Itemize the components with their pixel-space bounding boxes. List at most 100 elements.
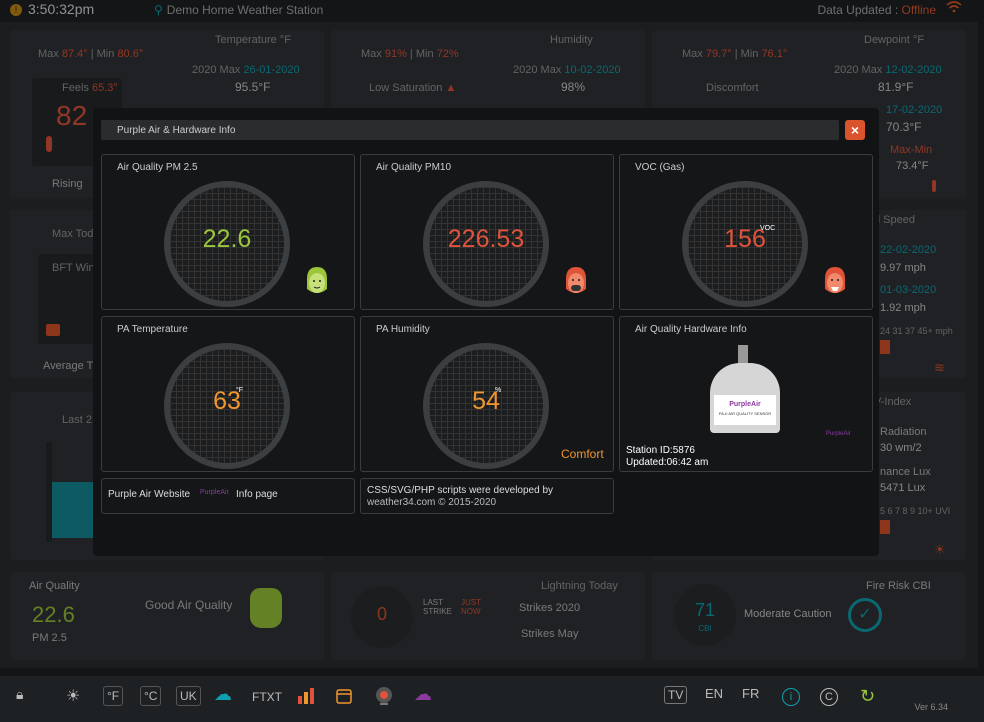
wind-scale: 24 31 37 45+ mph bbox=[880, 326, 953, 336]
uk-button[interactable]: UK bbox=[176, 686, 201, 706]
rain-scale bbox=[46, 442, 52, 542]
dewpoint-date2: 17-02-2020 bbox=[886, 104, 943, 116]
info-page-link[interactable]: Info page bbox=[236, 489, 278, 500]
modal-header: Purple Air & Hardware Info bbox=[101, 120, 839, 140]
refresh-icon[interactable]: ↻ bbox=[860, 686, 876, 706]
fahrenheit-button[interactable]: °F bbox=[103, 686, 124, 706]
info-icon[interactable]: i bbox=[782, 688, 800, 706]
humidity-maxmin: Max 91% | Min 72% bbox=[361, 48, 459, 60]
purple-cloud-icon[interactable]: ☁ bbox=[414, 684, 432, 704]
clock: ! 3:50:32pm bbox=[10, 1, 94, 17]
thermometer-icon bbox=[932, 180, 936, 192]
lock-icon[interactable]: 🔒︎ bbox=[16, 686, 24, 702]
temperature-year-max: 2020 Max 26-01-2020 bbox=[192, 64, 300, 76]
celsius-button[interactable]: °C bbox=[140, 686, 162, 706]
air-quality-value: 22.6 bbox=[32, 602, 75, 627]
modal-title: Purple Air & Hardware Info bbox=[117, 125, 236, 136]
bft-label: BFT Win bbox=[52, 262, 95, 274]
rising-label: Rising bbox=[52, 178, 83, 190]
wind-val1: 9.97 mph bbox=[880, 262, 926, 274]
air-quality-status: Good Air Quality bbox=[145, 598, 233, 612]
cloud-icon[interactable]: ☁ bbox=[214, 684, 232, 704]
pa-temperature-unit: °F bbox=[236, 387, 244, 394]
min-label: Min bbox=[96, 48, 115, 60]
voc-value: 156 bbox=[724, 225, 766, 253]
dewpoint-value3: 73.4°F bbox=[896, 160, 929, 172]
dewpoint-year-max-value: 81.9°F bbox=[878, 80, 914, 94]
fire-unit: CBI bbox=[698, 624, 712, 633]
year-max-date: 10-02-2020 bbox=[564, 64, 621, 76]
hardware-card: Air Quality Hardware Info PurpleAir PA-I… bbox=[619, 316, 873, 472]
purple-air-website-link[interactable]: Purple Air Website PurpleAir Info page bbox=[101, 478, 355, 514]
copyright-icon[interactable]: C bbox=[820, 688, 838, 706]
air-quality-unit: PM 2.5 bbox=[32, 632, 67, 644]
clock-icon: ! bbox=[10, 4, 22, 16]
feels-label: Feels bbox=[62, 82, 89, 94]
good-face-icon bbox=[305, 267, 329, 302]
lightning-dial: 0 bbox=[351, 586, 413, 648]
pm10-value: 226.53 bbox=[447, 225, 525, 253]
pm10-dial: 226.53 bbox=[423, 181, 549, 307]
max-value: 91% bbox=[384, 48, 407, 60]
year-max-date: 12-02-2020 bbox=[885, 64, 942, 76]
voc-unit: VOC bbox=[760, 225, 776, 232]
sun-icon: ☀ bbox=[934, 542, 946, 557]
version-label: Ver 6.34 bbox=[914, 702, 948, 712]
wind-icon: ≋ bbox=[934, 360, 945, 375]
chart-icon[interactable] bbox=[297, 688, 315, 707]
dewpoint-maxmin: Max 79.7° | Min 76.1° bbox=[682, 48, 788, 60]
humidity-year-max: 2020 Max 10-02-2020 bbox=[513, 64, 621, 76]
uv-scale: 5 6 7 8 9 10+ UVI bbox=[880, 506, 951, 516]
french-button[interactable]: FR bbox=[742, 686, 760, 701]
gas-mask-face-icon bbox=[564, 267, 588, 302]
max-label: Max bbox=[682, 48, 703, 60]
fire-risk-title: Fire Risk CBI bbox=[866, 580, 931, 592]
pa-temperature-label: PA Temperature bbox=[117, 324, 188, 335]
feels-like: Feels 65.3° bbox=[62, 82, 118, 94]
wind-speed-title: d Speed bbox=[874, 214, 915, 226]
close-button[interactable]: × bbox=[845, 120, 865, 140]
lux-label: nance Lux bbox=[880, 466, 931, 478]
radiation-value: 30 wm/2 bbox=[880, 442, 922, 454]
warning-icon: ▲ bbox=[445, 82, 457, 94]
sensor-mount bbox=[738, 345, 748, 365]
calendar-icon[interactable] bbox=[336, 688, 352, 707]
comfort-label: Comfort bbox=[561, 447, 604, 461]
pa-humidity-card: PA Humidity 54 % Comfort bbox=[360, 316, 614, 472]
pa-humidity-unit: % bbox=[495, 387, 502, 394]
credits-line2[interactable]: weather34.com © 2015-2020 bbox=[367, 497, 497, 508]
wind-val2: 1.92 mph bbox=[880, 302, 926, 314]
temperature-year-max-value: 95.5°F bbox=[235, 80, 271, 94]
min-label: Min bbox=[415, 48, 434, 60]
website-brand: PurpleAir bbox=[200, 489, 229, 496]
webcam-icon[interactable] bbox=[374, 686, 394, 709]
ftxt-button[interactable]: FTXT bbox=[252, 690, 282, 704]
lightning-panel[interactable]: Lightning Today 0 LAST STRIKE JUST NOW S… bbox=[331, 572, 645, 660]
pm25-value: 22.6 bbox=[202, 225, 252, 253]
credits-line1: CSS/SVG/PHP scripts were developed by bbox=[367, 485, 554, 496]
just-now-label: JUST NOW bbox=[461, 598, 481, 616]
english-button[interactable]: EN bbox=[705, 686, 724, 701]
pm10-label: Air Quality PM10 bbox=[376, 162, 452, 173]
fire-risk-panel[interactable]: Fire Risk CBI 71 CBI Moderate Caution ✓ bbox=[652, 572, 966, 660]
lightning-count: 0 bbox=[376, 604, 387, 624]
brightness-icon[interactable]: ☀ bbox=[66, 688, 81, 705]
pm25-dial: 22.6 bbox=[164, 181, 290, 307]
dewpoint-value2: 70.3°F bbox=[886, 120, 922, 134]
max-label: Max bbox=[38, 48, 59, 60]
pa-temperature-dial: 63 °F bbox=[164, 343, 290, 469]
tv-button[interactable]: TV bbox=[664, 686, 688, 704]
fire-status: Moderate Caution bbox=[744, 608, 832, 620]
wind-date2: 01-03-2020 bbox=[880, 284, 937, 296]
temperature-big: 82 bbox=[56, 100, 88, 131]
min-value: 76.1° bbox=[761, 48, 788, 60]
pa-temperature-card: PA Temperature 63 °F bbox=[101, 316, 355, 472]
max-label: Max bbox=[361, 48, 382, 60]
air-quality-panel[interactable]: Air Quality 22.6 PM 2.5 Good Air Quality bbox=[10, 572, 324, 660]
purpleair-logo-small: PurpleAir bbox=[826, 431, 851, 437]
pa-humidity-label: PA Humidity bbox=[376, 324, 430, 335]
uv-title: V-Index bbox=[874, 396, 912, 408]
data-updated-label: Data Updated : bbox=[817, 3, 899, 17]
data-updated-status: Offline bbox=[901, 3, 936, 17]
person-icon bbox=[46, 136, 52, 152]
